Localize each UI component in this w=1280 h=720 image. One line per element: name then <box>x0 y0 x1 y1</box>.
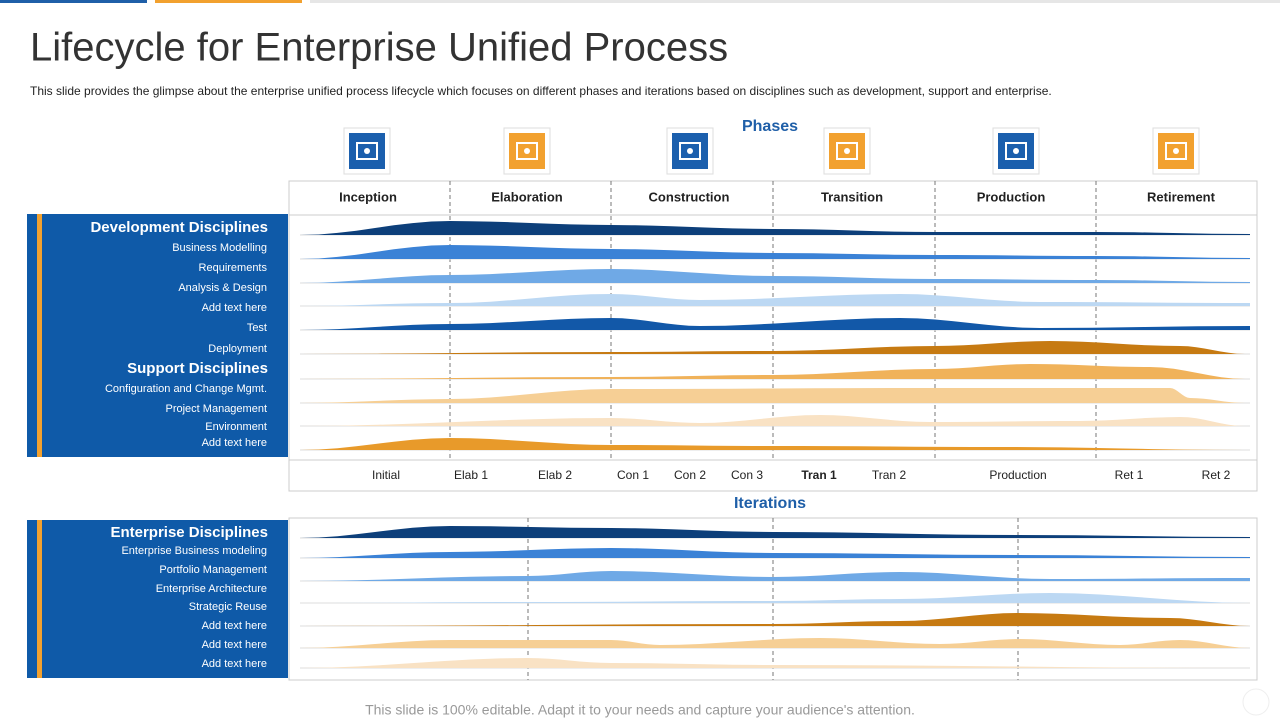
activity-hump <box>300 364 1245 379</box>
phase-label: Inception <box>339 189 397 204</box>
discipline-label: Environment <box>205 421 267 433</box>
iteration-label: Con 1 <box>617 468 649 482</box>
activity-hump <box>300 294 1250 306</box>
activity-hump <box>300 221 1250 235</box>
discipline-label: Add text here <box>202 620 267 632</box>
discipline-label: Portfolio Management <box>159 564 267 576</box>
discipline-label: Requirements <box>199 262 268 274</box>
phase-label: Production <box>977 189 1046 204</box>
activity-hump <box>300 318 1250 330</box>
icon-glyph <box>356 142 378 160</box>
discipline-label: Test <box>247 322 267 334</box>
footer: This slide is 100% editable. Adapt it to… <box>365 702 915 718</box>
discipline-label: Enterprise Architecture <box>156 583 267 595</box>
iteration-label: Ret 2 <box>1202 468 1231 482</box>
discipline-label: Enterprise Business modeling <box>121 545 267 557</box>
icon-glyph <box>687 148 693 154</box>
activity-hump <box>300 245 1250 259</box>
icon-glyph <box>524 148 530 154</box>
accent-bar <box>0 0 147 3</box>
nav-circle <box>1242 688 1270 716</box>
discipline-panel <box>27 520 288 678</box>
discipline-label: Add text here <box>202 302 267 314</box>
activity-hump <box>300 638 1250 648</box>
icon-glyph <box>679 142 701 160</box>
activity-hump <box>300 415 1245 426</box>
discipline-label: Add text here <box>202 639 267 651</box>
discipline-label: Project Management <box>166 403 268 415</box>
discipline-heading: Support Disciplines <box>127 360 268 377</box>
activity-hump <box>300 388 1245 403</box>
discipline-label: Add text here <box>202 437 267 449</box>
icon-glyph <box>844 148 850 154</box>
activity-hump <box>300 571 1250 581</box>
title: Lifecycle for Enterprise Unified Process <box>30 26 728 70</box>
discipline-heading: Development Disciplines <box>90 219 268 236</box>
phase-label: Transition <box>821 189 883 204</box>
icon-glyph <box>1165 142 1187 160</box>
discipline-heading: Enterprise Disciplines <box>110 524 268 541</box>
iteration-label: Elab 2 <box>538 468 572 482</box>
iteration-label: Tran 2 <box>872 468 907 482</box>
icon-glyph <box>1005 142 1027 160</box>
discipline-panel <box>27 214 288 457</box>
accent-bar <box>155 0 302 3</box>
icon-glyph <box>836 142 858 160</box>
iteration-label: Con 2 <box>674 468 706 482</box>
panel-strip <box>37 520 42 678</box>
discipline-label: Add text here <box>202 658 267 670</box>
activity-hump <box>300 593 1250 603</box>
iteration-label: Ret 1 <box>1115 468 1144 482</box>
phases-label: Phases <box>742 118 798 135</box>
icon-glyph <box>516 142 538 160</box>
phase-label: Elaboration <box>491 189 563 204</box>
icon-glyph <box>1173 148 1179 154</box>
iteration-label: Tran 1 <box>801 468 837 482</box>
iterations-label: Iterations <box>734 495 806 512</box>
activity-hump <box>300 341 1245 354</box>
icon-glyph <box>364 148 370 154</box>
activity-hump <box>300 438 1245 450</box>
discipline-label: Deployment <box>208 343 267 355</box>
subtitle: This slide provides the glimpse about th… <box>30 84 1052 98</box>
icon-glyph <box>1013 148 1019 154</box>
iteration-label: Initial <box>372 468 400 482</box>
activity-hump <box>300 526 1250 538</box>
iteration-label: Production <box>989 468 1046 482</box>
activity-hump <box>300 658 1250 668</box>
iteration-label: Elab 1 <box>454 468 488 482</box>
activity-hump <box>300 269 1250 283</box>
iteration-label: Con 3 <box>731 468 763 482</box>
phase-label: Retirement <box>1147 189 1216 204</box>
discipline-label: Strategic Reuse <box>189 601 267 613</box>
activity-hump <box>300 548 1250 558</box>
discipline-label: Analysis & Design <box>178 282 267 294</box>
accent-bar <box>310 0 1280 3</box>
activity-hump <box>300 613 1250 626</box>
phase-label: Construction <box>649 189 730 204</box>
discipline-label: Configuration and Change Mgmt. <box>105 383 267 395</box>
panel-strip <box>37 214 42 457</box>
discipline-label: Business Modelling <box>172 242 267 254</box>
